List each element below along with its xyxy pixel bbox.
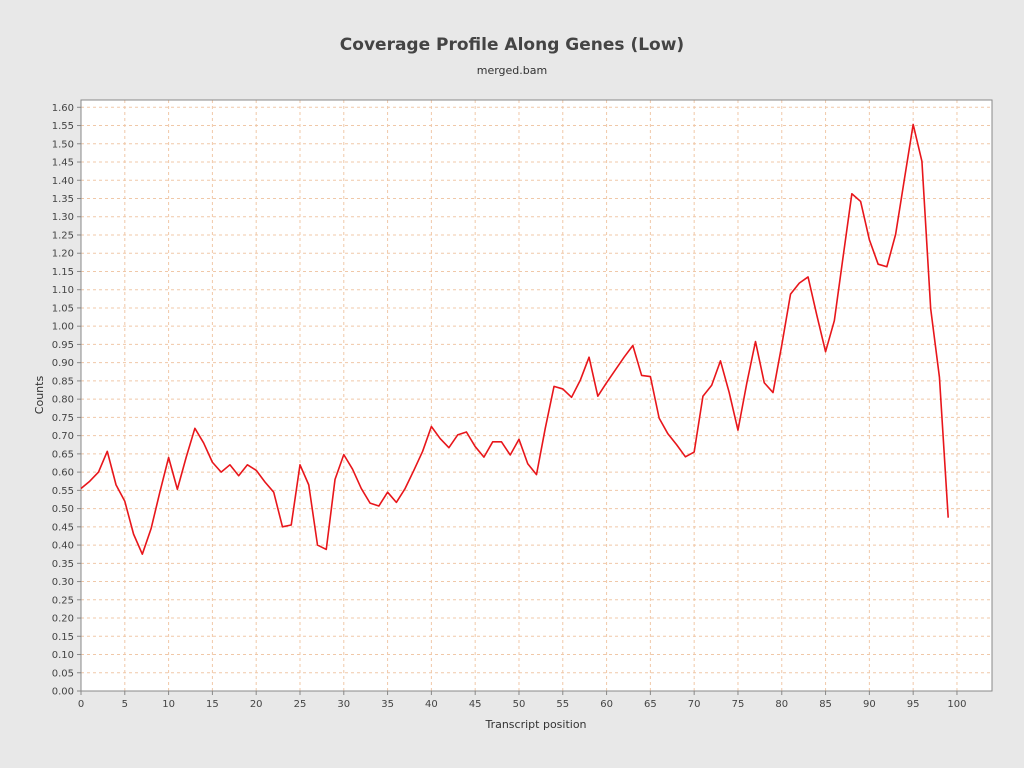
grid-lines [81, 100, 992, 691]
x-tick-label: 15 [206, 699, 219, 710]
x-tick-label: 35 [381, 699, 394, 710]
chart-title: Coverage Profile Along Genes (Low) [340, 35, 684, 55]
y-tick-label: 1.55 [52, 121, 74, 132]
y-tick-label: 0.60 [52, 468, 74, 479]
plot-area [81, 100, 992, 691]
x-tick-label: 5 [122, 699, 128, 710]
y-tick-label: 0.90 [52, 358, 74, 369]
y-tick-label: 0.55 [52, 486, 74, 497]
x-tick-label: 45 [469, 699, 482, 710]
y-tick-label: 0.05 [52, 668, 74, 679]
y-tick-label: 1.50 [52, 139, 74, 150]
series-line [80, 123, 949, 555]
y-tick-label: 1.30 [52, 212, 74, 223]
x-tick-label: 25 [294, 699, 307, 710]
x-tick-label: 20 [250, 699, 263, 710]
y-tick-label: 0.80 [52, 395, 74, 406]
x-tick-label: 30 [337, 699, 350, 710]
x-tick-label: 80 [775, 699, 788, 710]
y-tick-label: 0.65 [52, 449, 74, 460]
x-tick-label: 85 [819, 699, 832, 710]
y-tick-label: 1.25 [52, 230, 74, 241]
y-axis: 0.00 0.05 0.10 0.15 0.20 0.25 0.30 0.35 0.40 0.45… [52, 103, 81, 698]
y-tick-label: 0.50 [52, 504, 74, 515]
y-tick-label: 0.35 [52, 559, 74, 570]
x-tick-label: 55 [556, 699, 569, 710]
y-tick-label: 0.45 [52, 522, 74, 533]
y-tick-label: 0.20 [52, 614, 74, 625]
y-tick-label: 1.45 [52, 158, 74, 169]
y-axis-title: Counts [33, 376, 46, 415]
y-tick-label: 1.10 [52, 285, 74, 296]
x-tick-label: 50 [513, 699, 526, 710]
y-tick-label: 1.05 [52, 303, 74, 314]
y-tick-label: 1.00 [52, 322, 74, 333]
y-tick-label: 0.30 [52, 577, 74, 588]
x-tick-label: 0 [78, 699, 84, 710]
x-tick-label: 70 [688, 699, 701, 710]
y-tick-label: 1.40 [52, 176, 74, 187]
y-tick-label: 0.40 [52, 541, 74, 552]
x-tick-label: 60 [600, 699, 613, 710]
y-tick-label: 0.85 [52, 376, 74, 387]
y-tick-label: 1.35 [52, 194, 74, 205]
x-axis-title: Transcript position [484, 718, 586, 731]
x-tick-label: 65 [644, 699, 657, 710]
x-tick-label: 90 [863, 699, 876, 710]
x-axis: 0 5 10 15 20 25 30 35 40 45 50 55 60 65 70 75 80 85 90 95 10… [78, 691, 967, 710]
plot-frame [80, 99, 993, 692]
x-tick-label: 10 [162, 699, 175, 710]
y-tick-label: 1.15 [52, 267, 74, 278]
y-tick-label: 0.70 [52, 431, 74, 442]
x-tick-label: 75 [732, 699, 745, 710]
y-tick-label: 0.15 [52, 632, 74, 643]
x-tick-label: 40 [425, 699, 438, 710]
x-tick-label: 95 [907, 699, 920, 710]
y-tick-label: 0.75 [52, 413, 74, 424]
y-tick-label: 0.00 [52, 687, 74, 698]
y-tick-label: 1.60 [52, 103, 74, 114]
y-tick-label: 0.25 [52, 595, 74, 606]
y-tick-label: 1.20 [52, 249, 74, 260]
y-tick-label: 0.95 [52, 340, 74, 351]
y-tick-label: 0.10 [52, 650, 74, 661]
x-tick-label: 100 [947, 699, 966, 710]
chart-subtitle: merged.bam [477, 64, 547, 77]
